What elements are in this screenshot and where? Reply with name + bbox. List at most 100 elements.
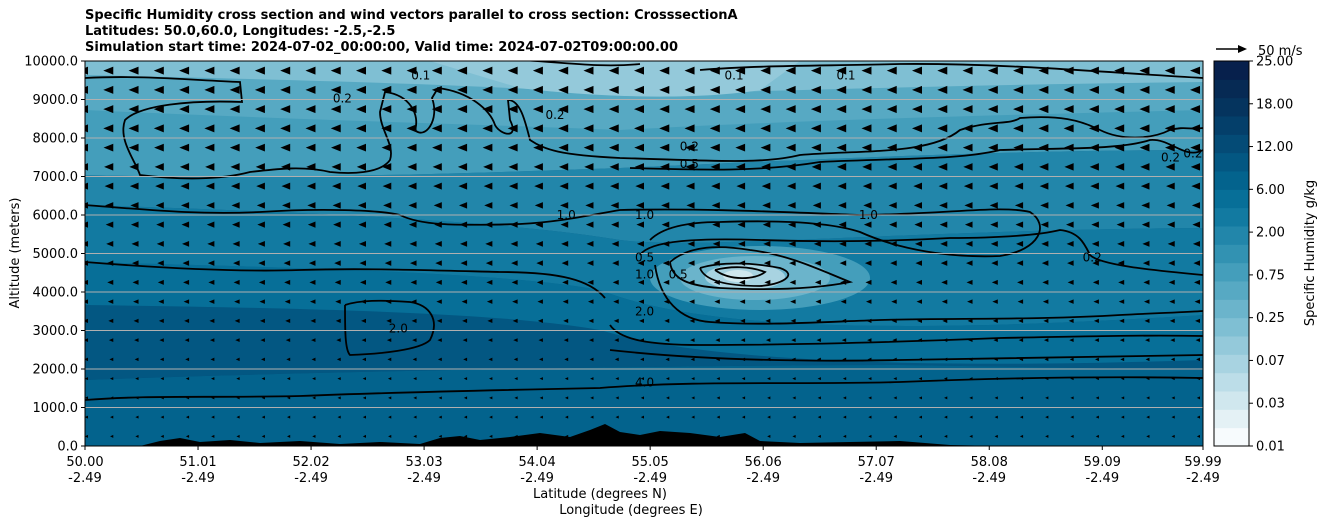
wind-vector (1190, 143, 1200, 152)
wind-vector (233, 260, 240, 266)
contour-label: 1.0 (859, 208, 878, 222)
wind-vector (1114, 105, 1125, 114)
wind-vector (463, 434, 468, 438)
wind-vector (211, 434, 215, 438)
wind-vector (912, 85, 922, 94)
wind-vector (562, 279, 569, 285)
wind-vector (413, 377, 417, 381)
wind-vector (610, 182, 619, 190)
wind-vector (836, 105, 847, 114)
wind-vector (1070, 396, 1074, 400)
wind-vector (735, 124, 746, 133)
wind-vector (307, 221, 316, 228)
wind-vector (964, 202, 973, 209)
wind-vector (85, 434, 88, 438)
wind-vector (381, 143, 392, 152)
wind-vector (280, 163, 291, 171)
colorbar-tick-label: 2.00 (1256, 226, 1285, 241)
colorbar-swatch (1214, 354, 1249, 374)
wind-vector (436, 299, 442, 304)
contour-line (85, 376, 1203, 401)
wind-vector (688, 279, 695, 285)
wind-vector (204, 143, 215, 152)
wind-vector (285, 318, 291, 323)
wind-vector (206, 202, 215, 209)
wind-vector (460, 240, 468, 247)
y-tick-label: 9000.0 (33, 93, 79, 108)
wind-vector (482, 124, 493, 133)
wind-vector (282, 202, 291, 209)
wind-vector (489, 377, 493, 381)
wind-vector (457, 105, 468, 114)
wind-vector (590, 377, 594, 381)
wind-vector (810, 124, 821, 133)
wind-vector (665, 377, 670, 381)
wind-vector (608, 105, 619, 114)
wind-vector (1144, 318, 1150, 323)
wind-vector (913, 202, 922, 209)
wind-vector (280, 124, 291, 133)
wind-vector (785, 105, 796, 114)
wind-vector (230, 163, 240, 171)
wind-vector (1066, 221, 1074, 228)
wind-vector (615, 434, 619, 438)
colorbar-tick-label: 0.03 (1256, 397, 1285, 412)
wind-vector (410, 260, 417, 266)
wind-vector (942, 338, 948, 343)
wind-vector (761, 182, 771, 190)
wind-vector (666, 415, 670, 419)
wind-vector (282, 221, 291, 228)
wind-vector (232, 240, 240, 247)
colorbar-swatch (1214, 79, 1249, 99)
wind-vector (987, 66, 998, 75)
wind-vector (256, 202, 265, 209)
x-tick-label-longitude: -2.49 (972, 471, 1006, 486)
wind-vector (940, 240, 948, 247)
wind-vector (940, 260, 948, 266)
wind-vector (154, 143, 164, 152)
wind-vector (1042, 299, 1049, 304)
wind-vector (811, 163, 821, 171)
wind-vector (764, 299, 771, 304)
wind-vector (1070, 415, 1074, 419)
wind-vector (413, 396, 417, 400)
wind-vector (258, 260, 265, 266)
wind-vector (691, 377, 695, 381)
wind-vector (1196, 396, 1200, 400)
colorbar-tick-label: 0.25 (1256, 311, 1285, 326)
wind-vector (206, 221, 215, 228)
wind-vector (507, 124, 518, 133)
wind-vector (560, 202, 569, 209)
wind-vector (1196, 415, 1200, 419)
wind-vector (991, 279, 998, 285)
wind-vector (1171, 434, 1175, 438)
wind-vector (233, 279, 240, 285)
wind-vector (735, 163, 746, 171)
wind-vector (583, 66, 594, 75)
wind-vector (261, 434, 265, 438)
wind-vector (460, 260, 468, 266)
wind-vector (1195, 338, 1200, 343)
wind-vector (458, 202, 468, 209)
colorbar-tick-label: 18.00 (1256, 97, 1293, 112)
wind-vector (1016, 260, 1024, 266)
wind-vector (685, 163, 695, 171)
colorbar-swatch (1214, 134, 1249, 154)
wind-vector (1092, 260, 1099, 266)
wind-vector (886, 66, 897, 75)
wind-vector (962, 143, 973, 152)
wind-vector (280, 85, 291, 94)
wind-vector (230, 182, 240, 190)
wind-vector (715, 357, 720, 362)
x-tick-label-longitude: -2.49 (68, 471, 102, 486)
wind-vector (185, 396, 190, 400)
wind-vector (385, 299, 392, 304)
wind-vector (583, 143, 594, 152)
wind-vector (104, 163, 114, 171)
wind-vector (330, 105, 341, 114)
wind-vector (608, 143, 619, 152)
wind-vector (716, 415, 720, 419)
contour-line (714, 266, 767, 280)
wind-vector (105, 221, 114, 228)
wind-vector (1190, 105, 1200, 114)
